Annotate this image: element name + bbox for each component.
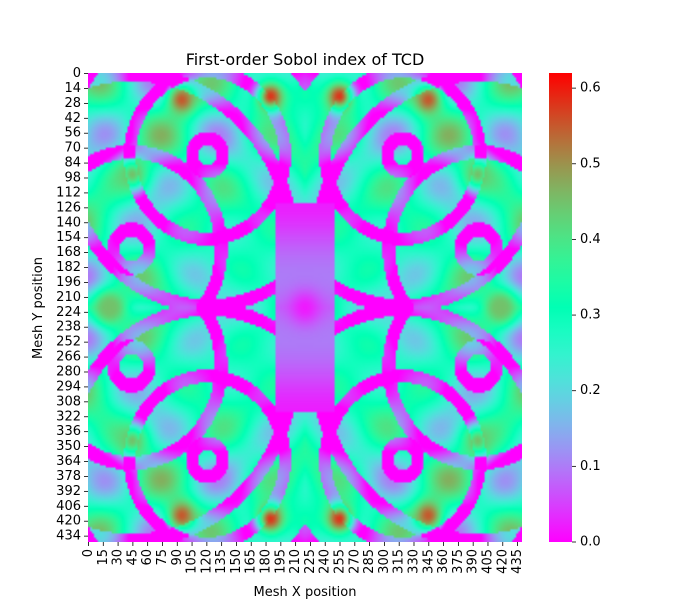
heatmap-plot-area xyxy=(88,73,522,542)
colorbar-tick-label: 0.2 xyxy=(580,383,601,398)
chart-title: First-order Sobol index of TCD xyxy=(186,50,425,69)
colorbar-ticks: 0.0 0.1 0.2 0.3 0.4 0.5 0.6 xyxy=(572,81,601,550)
y-tick-label: 238 xyxy=(56,320,81,335)
y-tick-label: 294 xyxy=(56,379,81,394)
x-axis-ticks: 0 15 30 45 60 75 90 105 120 135 150 165 180 195 210 225… xyxy=(81,542,525,574)
y-tick-label: 210 xyxy=(56,290,81,305)
y-tick-label: 168 xyxy=(56,245,81,260)
x-tick-label: 435 xyxy=(510,549,525,574)
x-tick-label: 60 xyxy=(140,549,155,566)
x-tick-label: 225 xyxy=(303,549,318,574)
y-tick-label: 350 xyxy=(56,439,81,454)
y-tick-label: 378 xyxy=(56,469,81,484)
x-tick-label: 345 xyxy=(421,549,436,574)
x-tick-label: 0 xyxy=(81,549,96,557)
x-tick-label: 180 xyxy=(259,549,274,574)
y-tick-label: 196 xyxy=(56,275,81,290)
x-tick-label: 240 xyxy=(318,549,333,574)
y-tick-label: 140 xyxy=(56,215,81,230)
x-tick-label: 120 xyxy=(199,549,214,574)
y-tick-label: 308 xyxy=(56,394,81,409)
colorbar-tick-label: 0.3 xyxy=(580,308,601,323)
y-tick-label: 28 xyxy=(64,96,81,111)
x-tick-label: 150 xyxy=(229,549,244,574)
y-tick-label: 280 xyxy=(56,364,81,379)
y-tick-label: 364 xyxy=(56,454,81,469)
y-tick-label: 98 xyxy=(64,170,81,185)
y-tick-label: 392 xyxy=(56,484,81,499)
x-axis-label: Mesh X position xyxy=(254,585,357,600)
y-tick-label: 182 xyxy=(56,260,81,275)
x-tick-label: 420 xyxy=(495,549,510,574)
x-tick-label: 90 xyxy=(170,549,185,566)
x-tick-label: 210 xyxy=(288,549,303,574)
y-tick-label: 126 xyxy=(56,200,81,215)
y-tick-label: 112 xyxy=(56,185,81,200)
x-tick-label: 45 xyxy=(125,549,140,566)
x-tick-label: 105 xyxy=(185,549,200,574)
y-tick-label: 56 xyxy=(64,126,81,141)
x-tick-label: 360 xyxy=(436,549,451,574)
colorbar-gradient xyxy=(549,73,572,542)
x-tick-label: 270 xyxy=(347,549,362,574)
x-tick-label: 285 xyxy=(362,549,377,574)
y-tick-label: 70 xyxy=(64,141,81,156)
x-tick-label: 135 xyxy=(214,549,229,574)
y-axis-label: Mesh Y position xyxy=(31,257,46,359)
x-tick-label: 315 xyxy=(392,549,407,574)
y-tick-label: 42 xyxy=(64,111,81,126)
y-tick-label: 14 xyxy=(64,81,81,96)
x-tick-label: 375 xyxy=(451,549,466,574)
x-tick-label: 195 xyxy=(273,549,288,574)
colorbar-tick-label: 0.0 xyxy=(580,535,601,550)
colorbar-tick-label: 0.5 xyxy=(580,156,601,171)
x-tick-label: 405 xyxy=(480,549,495,574)
y-tick-label: 0 xyxy=(73,66,81,81)
x-tick-label: 30 xyxy=(111,549,126,566)
x-tick-label: 330 xyxy=(406,549,421,574)
colorbar-tick-label: 0.4 xyxy=(580,232,601,247)
colorbar-tick-label: 0.6 xyxy=(580,81,601,96)
y-tick-label: 84 xyxy=(64,156,81,171)
x-tick-label: 165 xyxy=(244,549,259,574)
x-tick-label: 15 xyxy=(96,549,111,566)
colorbar: 0.0 0.1 0.2 0.3 0.4 0.5 0.6 xyxy=(549,73,601,550)
y-tick-label: 252 xyxy=(56,335,81,350)
x-tick-label: 75 xyxy=(155,549,170,566)
x-tick-label: 255 xyxy=(333,549,348,574)
y-tick-label: 434 xyxy=(56,529,81,544)
y-tick-label: 322 xyxy=(56,409,81,424)
y-tick-label: 336 xyxy=(56,424,81,439)
heatmap-image xyxy=(88,73,522,542)
y-tick-label: 154 xyxy=(56,230,81,245)
colorbar-tick-label: 0.1 xyxy=(580,459,601,474)
y-tick-label: 266 xyxy=(56,350,81,365)
x-tick-label: 300 xyxy=(377,549,392,574)
y-tick-label: 224 xyxy=(56,305,81,320)
y-tick-label: 406 xyxy=(56,499,81,514)
x-tick-label: 390 xyxy=(466,549,481,574)
y-axis-ticks: 0142842567084981121261401541681821962102… xyxy=(56,66,88,544)
y-tick-label: 420 xyxy=(56,514,81,529)
